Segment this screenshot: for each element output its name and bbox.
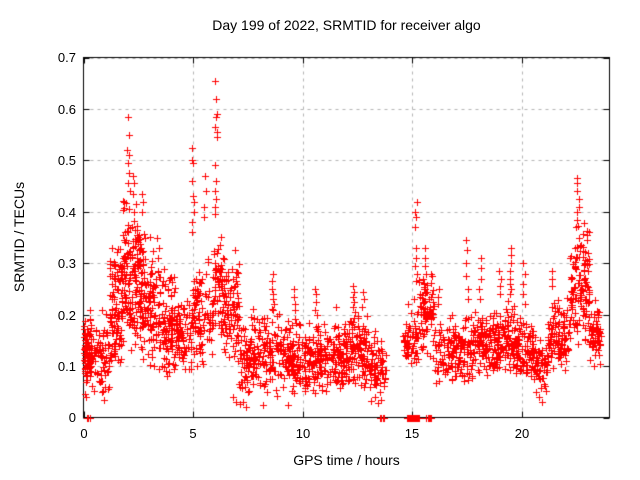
y-tick-label-5: 0.5 xyxy=(57,153,76,168)
y-tick-label-0: 0 xyxy=(68,410,76,425)
y-tick-label-1: 0.1 xyxy=(57,359,76,374)
x-tick-label-4: 20 xyxy=(514,426,530,441)
y-tick-label-4: 0.4 xyxy=(57,205,76,220)
x-axis-label: GPS time / hours xyxy=(293,452,400,468)
y-tick-label-3: 0.3 xyxy=(57,256,76,271)
x-tick-label-1: 5 xyxy=(189,426,197,441)
y-tick-label-2: 0.2 xyxy=(57,308,76,323)
y-axis-label: SRMTID / TECUs xyxy=(11,181,27,293)
x-tick-label-3: 15 xyxy=(404,426,420,441)
x-tick-label-0: 0 xyxy=(80,426,88,441)
x-tick-label-2: 10 xyxy=(295,426,311,441)
y-tick-label-6: 0.6 xyxy=(57,102,76,117)
y-tick-label-7: 0.7 xyxy=(57,50,76,65)
chart-title: Day 199 of 2022, SRMTID for receiver alg… xyxy=(212,17,481,33)
